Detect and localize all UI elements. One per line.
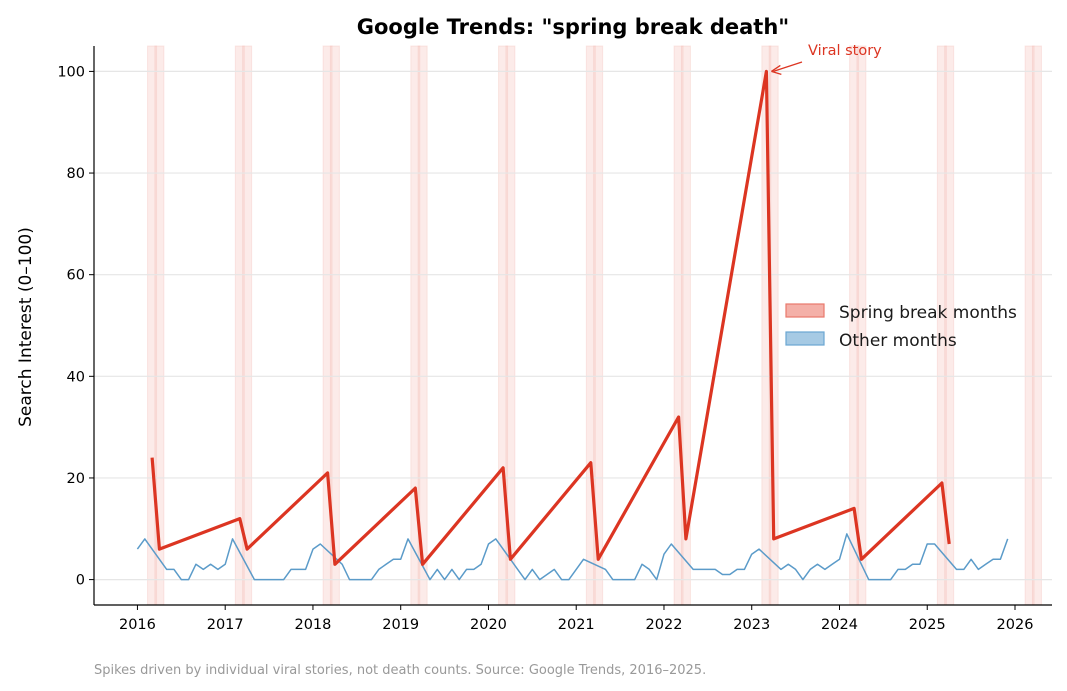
y-tick-label: 100	[57, 64, 85, 80]
x-tick-label: 2022	[646, 617, 683, 633]
x-tick-label: 2016	[119, 617, 156, 633]
legend: Spring break months Other months	[785, 303, 1017, 351]
x-tick-label: 2021	[558, 617, 595, 633]
y-axis-label: Search Interest (0–100)	[16, 227, 36, 427]
spring-break-shading	[147, 45, 1042, 606]
legend-label-other: Other months	[839, 331, 957, 351]
annotation-text: Viral story	[808, 43, 882, 59]
y-tick-label: 20	[67, 471, 85, 487]
spring-break-span	[242, 45, 253, 606]
annotation-viral-story: Viral story	[770, 43, 882, 76]
x-tick-label: 2018	[294, 617, 331, 633]
grid-lines	[94, 70, 1052, 581]
y-tick-label: 0	[76, 573, 85, 589]
chart-title: Google Trends: "spring break death"	[357, 15, 789, 39]
spring-break-line	[150, 69, 951, 566]
spring-break-span	[856, 45, 867, 606]
x-tick-label: 2024	[821, 617, 858, 633]
x-tick-label: 2023	[733, 617, 770, 633]
x-tick-label: 2017	[207, 617, 244, 633]
annotation-arrow	[773, 61, 803, 73]
x-tick-label: 2026	[997, 617, 1034, 633]
y-tick-label: 60	[67, 268, 85, 284]
other-months-line	[136, 533, 1009, 581]
y-tick-label: 80	[67, 166, 85, 182]
x-tick-label: 2025	[909, 617, 946, 633]
x-tick-label: 2019	[382, 617, 419, 633]
y-tick-label: 40	[67, 369, 85, 385]
legend-swatch-other	[785, 331, 825, 346]
series-lines	[136, 69, 1009, 581]
spring-break-span	[1031, 45, 1042, 606]
axes: 0 20 40 60 80 100 2016 2017 2018 2019 2020 2021 2022…	[57, 46, 1052, 633]
x-tick-label: 2020	[470, 617, 507, 633]
arrow-head-icon	[770, 64, 782, 76]
footnote: Spikes driven by individual viral storie…	[94, 663, 706, 678]
legend-swatch-spring	[785, 303, 825, 318]
legend-label-spring: Spring break months	[839, 303, 1017, 323]
